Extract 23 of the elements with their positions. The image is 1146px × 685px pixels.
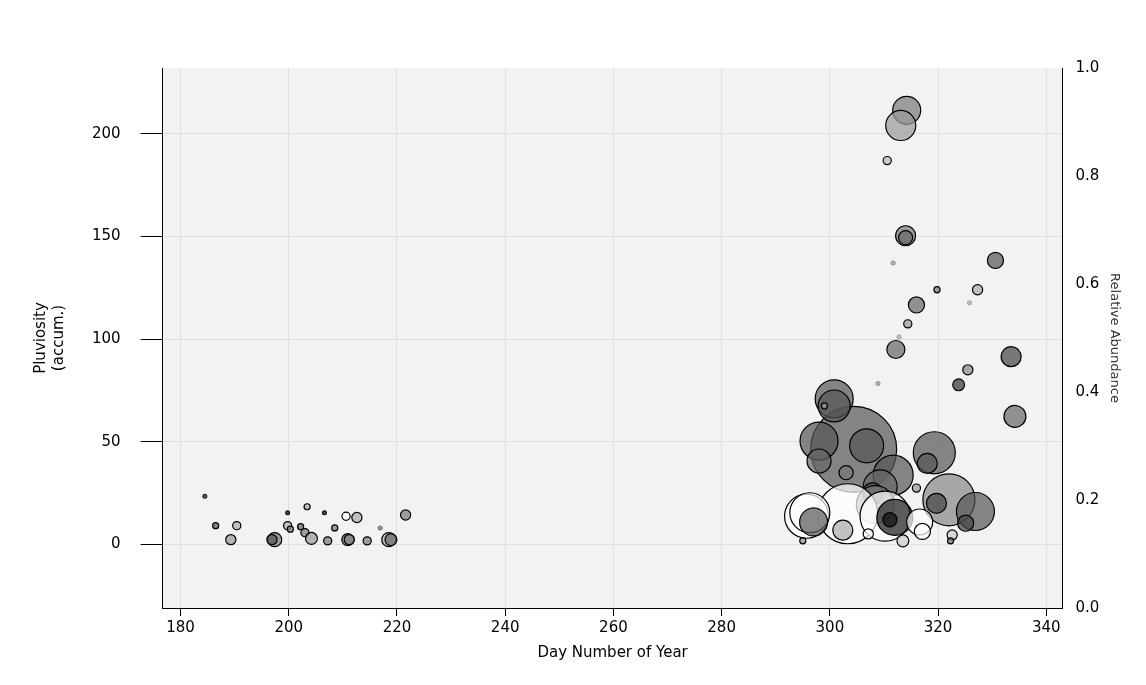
y2-tick-label: 0.2 — [1075, 489, 1100, 508]
y-tick-label: 0 — [111, 534, 121, 553]
y-tick-label: 200 — [91, 123, 121, 142]
x-tick-label: 240 — [490, 617, 520, 636]
y2-tick-label: 0.6 — [1075, 273, 1100, 292]
y-tick-label: 150 — [91, 226, 121, 245]
y2-axis-title: Relative Abundance — [1107, 273, 1123, 403]
y2-tick-label: 0.0 — [1075, 597, 1100, 616]
y2-tick-label: 0.8 — [1075, 165, 1100, 184]
x-tick-label: 340 — [1031, 617, 1061, 636]
y-tick-label: 100 — [91, 328, 121, 347]
x-tick-label: 180 — [166, 617, 195, 636]
x-tick-label: 300 — [815, 617, 845, 636]
x-axis-title: Day Number of Year — [537, 642, 689, 661]
y-tick-label: 50 — [101, 431, 121, 450]
y2-tick-label: 1.0 — [1075, 57, 1100, 76]
x-tick-label: 280 — [707, 617, 736, 636]
y2-tick-label: 0.4 — [1075, 381, 1100, 400]
x-tick-label: 200 — [274, 617, 304, 636]
x-tick-label: 220 — [382, 617, 412, 636]
y-axis-title: Pluviosity (accum.) — [30, 302, 67, 374]
x-tick-label: 320 — [923, 617, 953, 636]
x-tick-label: 260 — [599, 617, 628, 636]
